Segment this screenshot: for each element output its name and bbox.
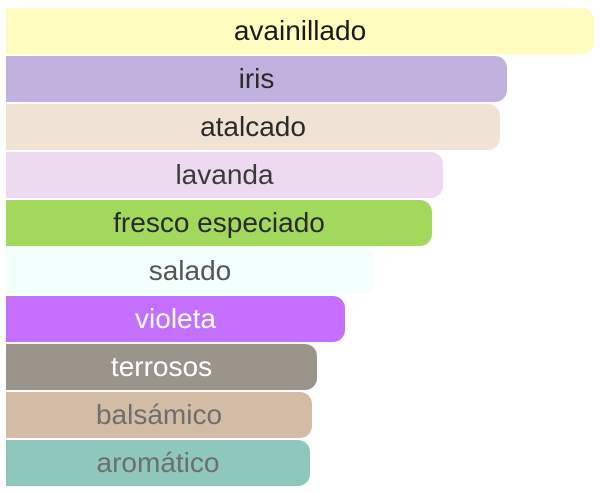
bar-aromático: aromático: [6, 440, 310, 486]
bar-salado: salado: [6, 248, 374, 294]
bar-terrosos: terrosos: [6, 344, 317, 390]
bar-violeta: violeta: [6, 296, 345, 342]
bar-label: salado: [148, 255, 232, 286]
bar-label: fresco especiado: [113, 207, 325, 238]
bar-label: violeta: [135, 303, 216, 334]
bar-label: iris: [238, 63, 275, 94]
bar-label: terrosos: [110, 351, 213, 382]
bar-avainillado: avainillado: [6, 8, 594, 54]
bar-label: atalcado: [200, 111, 306, 142]
bar-label: balsámico: [95, 399, 223, 430]
bar-iris: iris: [6, 56, 507, 102]
bar-atalcado: atalcado: [6, 104, 500, 150]
bar-label: aromático: [96, 447, 220, 478]
bar-label: lavanda: [175, 159, 274, 190]
bar-fresco-especiado: fresco especiado: [6, 200, 432, 246]
bar-balsámico: balsámico: [6, 392, 312, 438]
bar-label: avainillado: [233, 15, 367, 46]
bar-lavanda: lavanda: [6, 152, 443, 198]
